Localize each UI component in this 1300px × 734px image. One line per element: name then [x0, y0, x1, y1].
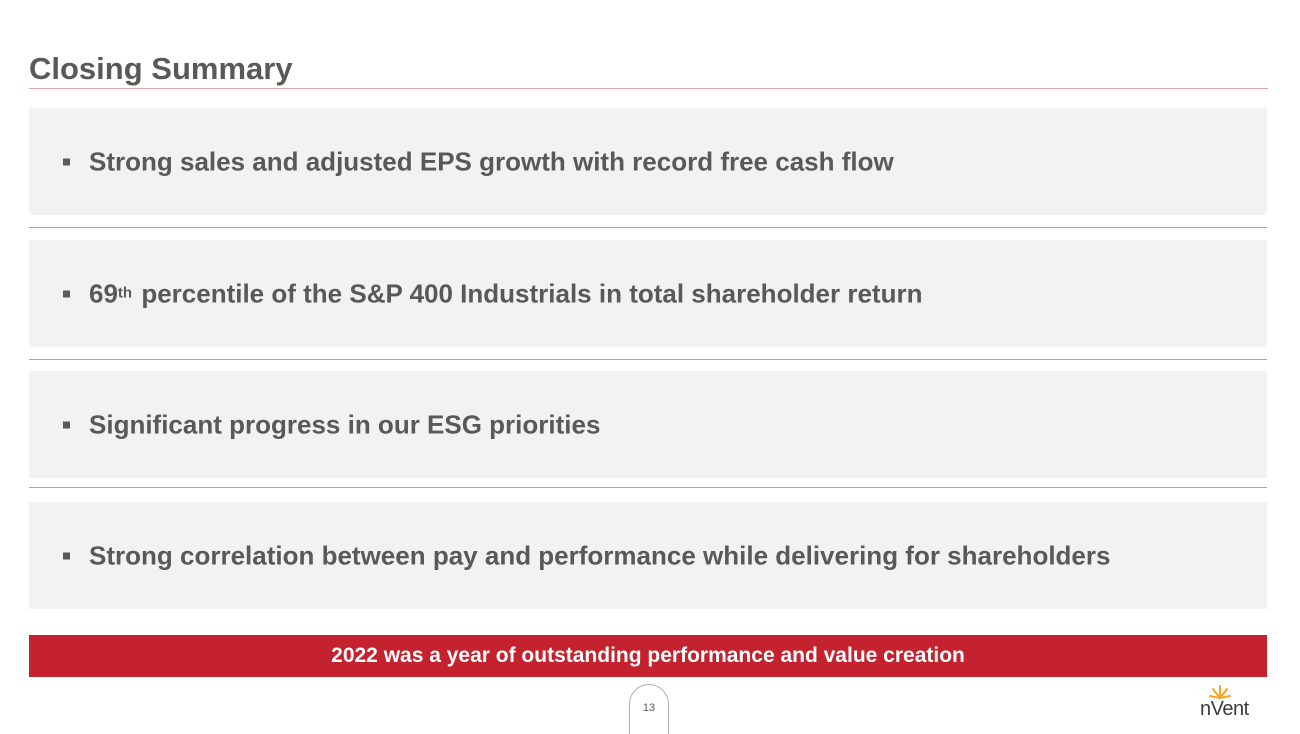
bullet-icon	[63, 552, 70, 559]
summary-point-text: Strong correlation between pay and perfo…	[89, 540, 1111, 570]
page-number-tab: 13	[629, 684, 669, 734]
divider	[29, 227, 1267, 228]
bullet-icon	[63, 158, 70, 165]
page-number: 13	[642, 702, 656, 714]
summary-point-text: Significant progress in our ESG prioriti…	[89, 409, 601, 439]
logo-wordmark: nVent	[1200, 698, 1249, 720]
page-title: Closing Summary	[29, 51, 293, 86]
conclusion-banner: 2022 was a year of outstanding performan…	[29, 635, 1267, 677]
title-divider	[29, 88, 1268, 89]
nvent-logo: nVent	[1196, 684, 1256, 724]
divider	[29, 487, 1267, 488]
summary-point-3: Significant progress in our ESG prioriti…	[29, 371, 1267, 478]
summary-point-4: Strong correlation between pay and perfo…	[29, 502, 1267, 609]
sunburst-icon	[1209, 685, 1231, 699]
summary-point-text: Strong sales and adjusted EPS growth wit…	[89, 146, 894, 176]
summary-point-prefix: 69	[89, 278, 118, 308]
summary-point-text: percentile of the S&P 400 Industrials in…	[134, 278, 923, 308]
bullet-icon	[63, 421, 70, 428]
summary-point-1: Strong sales and adjusted EPS growth wit…	[29, 108, 1267, 215]
divider	[29, 359, 1267, 360]
bullet-icon	[63, 290, 70, 297]
